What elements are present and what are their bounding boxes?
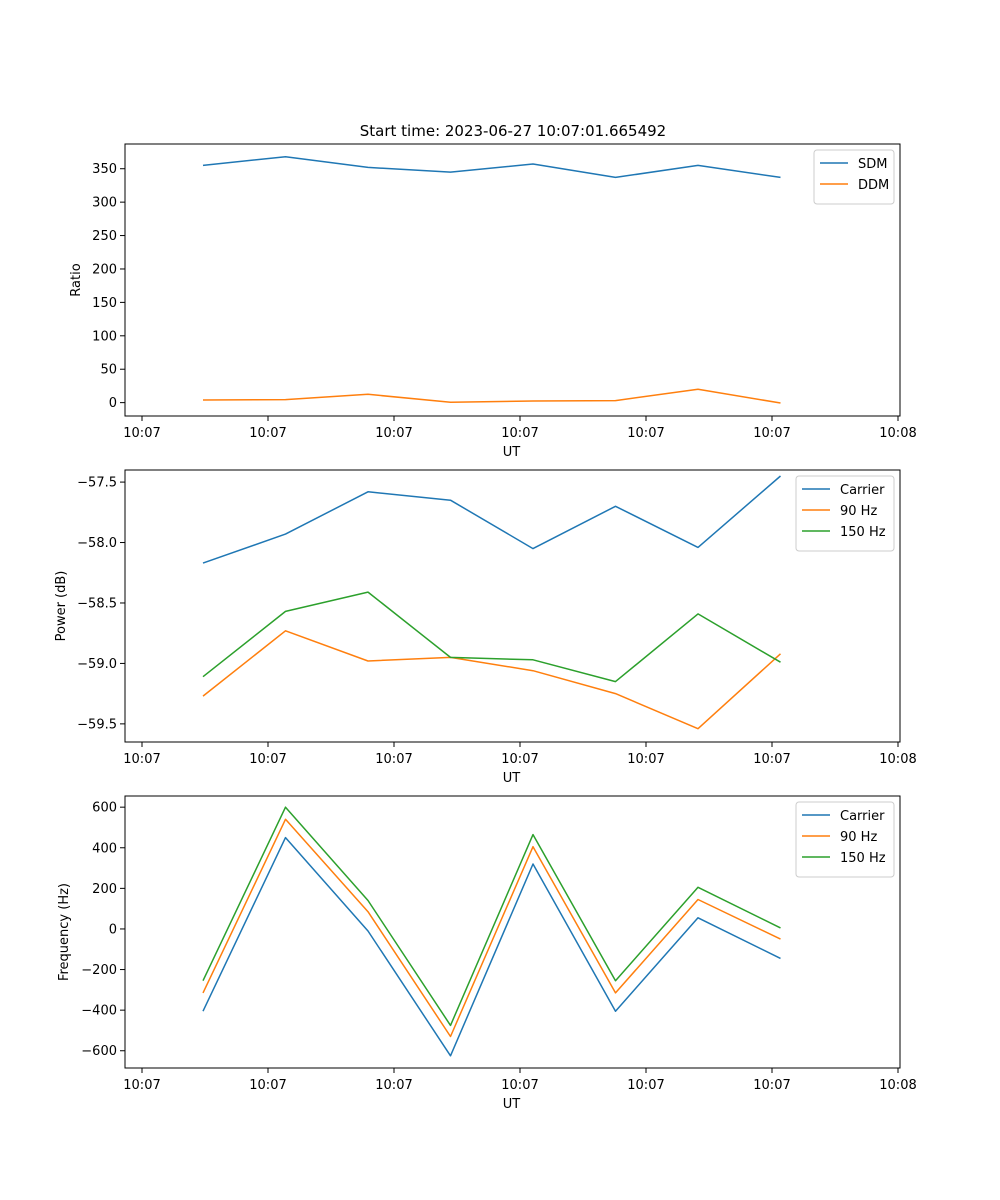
- y-tick-label: 400: [92, 841, 117, 856]
- series-line-150-hz: [202, 806, 781, 1027]
- legend-label: Carrier: [840, 483, 885, 498]
- x-tick-label: 10:07: [249, 752, 286, 767]
- legend-label: SDM: [858, 157, 887, 172]
- legend-label: Carrier: [840, 809, 885, 824]
- x-tick-label: 10:07: [753, 752, 790, 767]
- x-tick-label: 10:07: [627, 752, 664, 767]
- legend-label: 90 Hz: [840, 504, 877, 519]
- x-tick-label: 10:07: [753, 426, 790, 441]
- legend-label: 150 Hz: [840, 851, 886, 866]
- legend-label: 90 Hz: [840, 830, 877, 845]
- y-tick-label: 0: [109, 396, 117, 411]
- x-tick-label: 10:07: [249, 426, 286, 441]
- x-tick-label: 10:07: [123, 426, 160, 441]
- series-line-carrier: [202, 836, 781, 1057]
- y-tick-label: 0: [109, 922, 117, 937]
- plot-frame: [124, 143, 901, 417]
- x-tick-label: 10:07: [123, 752, 160, 767]
- y-tick-label: −200: [81, 963, 117, 978]
- y-tick-label: 200: [92, 262, 117, 277]
- series-line-150-hz: [202, 591, 781, 683]
- y-tick-label: 50: [100, 363, 117, 378]
- x-tick-label: 10:07: [753, 1078, 790, 1093]
- chart-panel-1: 10:07 10:07 10:07 10:07 10:07 10:07 10:08 0 50 10…: [69, 143, 917, 460]
- x-tick-label: 10:07: [249, 1078, 286, 1093]
- series-line-ddm: [202, 388, 781, 404]
- series-line-90-hz: [202, 818, 781, 1038]
- chart-panel-3: 10:07 10:07 10:07 10:07 10:07 10:07 10:08 −600 −…: [57, 795, 917, 1112]
- x-axis-label: UT: [503, 771, 521, 786]
- chart-panel-2: 10:07 10:07 10:07 10:07 10:07 10:07 10:08 −59.5…: [54, 469, 917, 786]
- legend-label: DDM: [858, 178, 889, 193]
- figure-title: Start time: 2023-06-27 10:07:01.665492: [360, 122, 666, 140]
- plot-frame: [124, 469, 901, 743]
- y-tick-label: −59.5: [77, 717, 117, 732]
- legend-box: [795, 475, 895, 552]
- y-tick-label: −59.0: [77, 657, 117, 672]
- y-tick-label: 600: [92, 801, 117, 816]
- x-tick-label: 10:08: [879, 426, 916, 441]
- legend: SDM DDM: [813, 149, 895, 205]
- y-axis-label: Frequency (Hz): [57, 883, 72, 981]
- legend-label: 150 Hz: [840, 525, 886, 540]
- legend-box: [795, 801, 895, 878]
- legend: Carrier 90 Hz 150 Hz: [795, 475, 895, 552]
- x-tick-label: 10:07: [123, 1078, 160, 1093]
- y-tick-label: −58.5: [77, 596, 117, 611]
- y-tick-label: −58.0: [77, 536, 117, 551]
- series-line-90-hz: [202, 630, 782, 730]
- x-tick-label: 10:07: [501, 1078, 538, 1093]
- x-tick-label: 10:08: [879, 1078, 916, 1093]
- x-tick-label: 10:07: [627, 426, 664, 441]
- x-tick-label: 10:07: [375, 752, 412, 767]
- legend: Carrier 90 Hz 150 Hz: [795, 801, 895, 878]
- x-tick-label: 10:08: [879, 752, 916, 767]
- y-axis-label: Power (dB): [54, 571, 69, 642]
- series-line-sdm: [202, 155, 781, 179]
- y-tick-label: 100: [92, 329, 117, 344]
- y-axis-label: Ratio: [69, 263, 84, 296]
- x-tick-label: 10:07: [375, 426, 412, 441]
- series-line-carrier: [202, 475, 781, 564]
- y-tick-label: 250: [92, 229, 117, 244]
- x-tick-label: 10:07: [501, 426, 538, 441]
- y-tick-label: −400: [81, 1004, 117, 1019]
- y-tick-label: −600: [81, 1044, 117, 1059]
- y-tick-label: 150: [92, 296, 117, 311]
- x-tick-label: 10:07: [501, 752, 538, 767]
- y-tick-label: 350: [92, 162, 117, 177]
- x-axis-label: UT: [503, 445, 521, 460]
- x-tick-label: 10:07: [627, 1078, 664, 1093]
- plot-frame: [124, 795, 901, 1069]
- x-axis-label: UT: [503, 1097, 521, 1112]
- y-tick-label: −57.5: [77, 476, 117, 491]
- y-tick-label: 300: [92, 196, 117, 211]
- y-tick-label: 200: [92, 882, 117, 897]
- x-tick-label: 10:07: [375, 1078, 412, 1093]
